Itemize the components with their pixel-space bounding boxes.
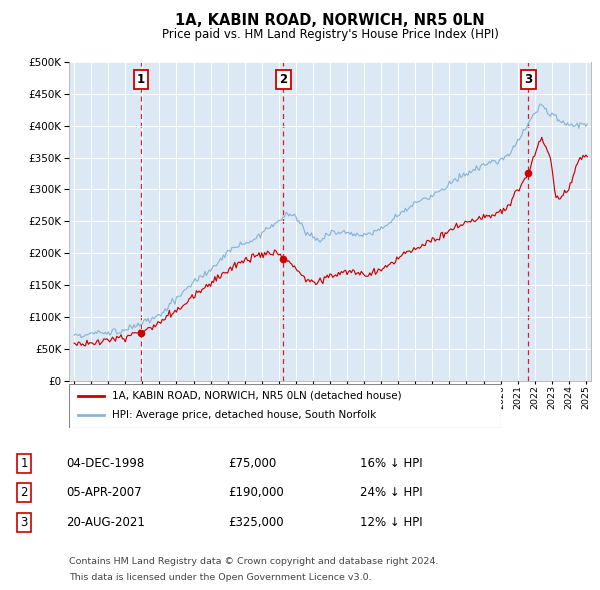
Text: Price paid vs. HM Land Registry's House Price Index (HPI): Price paid vs. HM Land Registry's House …	[161, 28, 499, 41]
Text: 04-DEC-1998: 04-DEC-1998	[66, 457, 144, 470]
Text: 12% ↓ HPI: 12% ↓ HPI	[360, 516, 422, 529]
Text: 3: 3	[20, 516, 28, 529]
Text: 24% ↓ HPI: 24% ↓ HPI	[360, 486, 422, 499]
Text: 1: 1	[137, 73, 145, 86]
Text: 3: 3	[524, 73, 532, 86]
Text: 1A, KABIN ROAD, NORWICH, NR5 0LN (detached house): 1A, KABIN ROAD, NORWICH, NR5 0LN (detach…	[112, 391, 402, 401]
Text: HPI: Average price, detached house, South Norfolk: HPI: Average price, detached house, Sout…	[112, 411, 376, 420]
Text: 2: 2	[280, 73, 287, 86]
Text: £75,000: £75,000	[228, 457, 276, 470]
Text: 16% ↓ HPI: 16% ↓ HPI	[360, 457, 422, 470]
Text: 2: 2	[20, 486, 28, 499]
Text: 1: 1	[20, 457, 28, 470]
FancyBboxPatch shape	[69, 384, 501, 428]
Text: 1A, KABIN ROAD, NORWICH, NR5 0LN: 1A, KABIN ROAD, NORWICH, NR5 0LN	[175, 13, 485, 28]
Text: This data is licensed under the Open Government Licence v3.0.: This data is licensed under the Open Gov…	[69, 572, 371, 582]
Text: 20-AUG-2021: 20-AUG-2021	[66, 516, 145, 529]
Text: £190,000: £190,000	[228, 486, 284, 499]
Text: £325,000: £325,000	[228, 516, 284, 529]
Text: 05-APR-2007: 05-APR-2007	[66, 486, 142, 499]
Text: Contains HM Land Registry data © Crown copyright and database right 2024.: Contains HM Land Registry data © Crown c…	[69, 557, 439, 566]
